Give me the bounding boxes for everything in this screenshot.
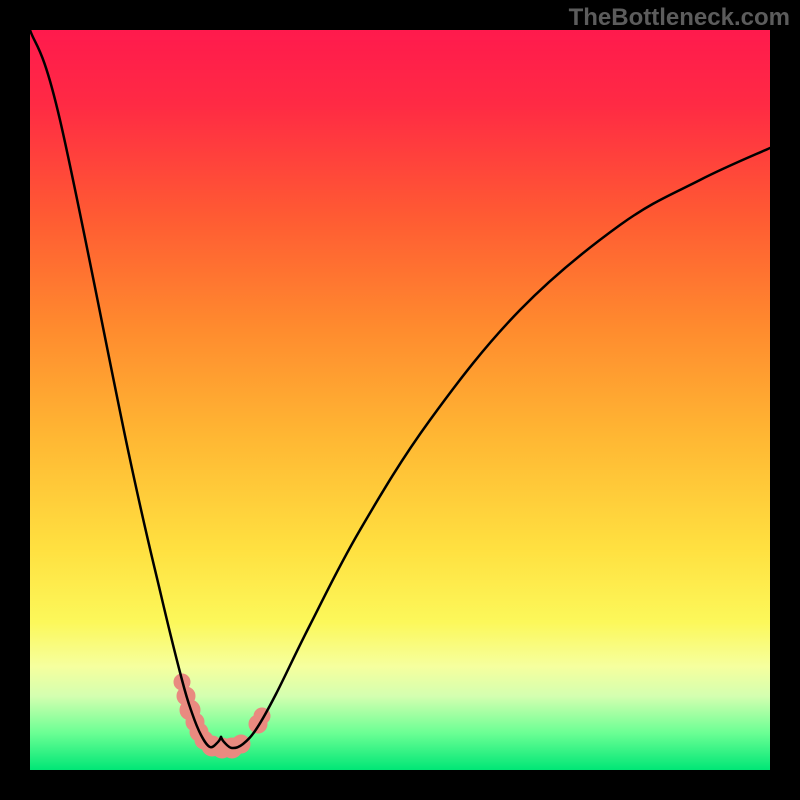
chart-container: TheBottleneck.com: [0, 0, 800, 800]
watermark-text: TheBottleneck.com: [569, 4, 790, 32]
bottleneck-chart-svg: [0, 0, 800, 800]
plot-area: [30, 30, 770, 770]
gradient-background: [30, 30, 770, 770]
